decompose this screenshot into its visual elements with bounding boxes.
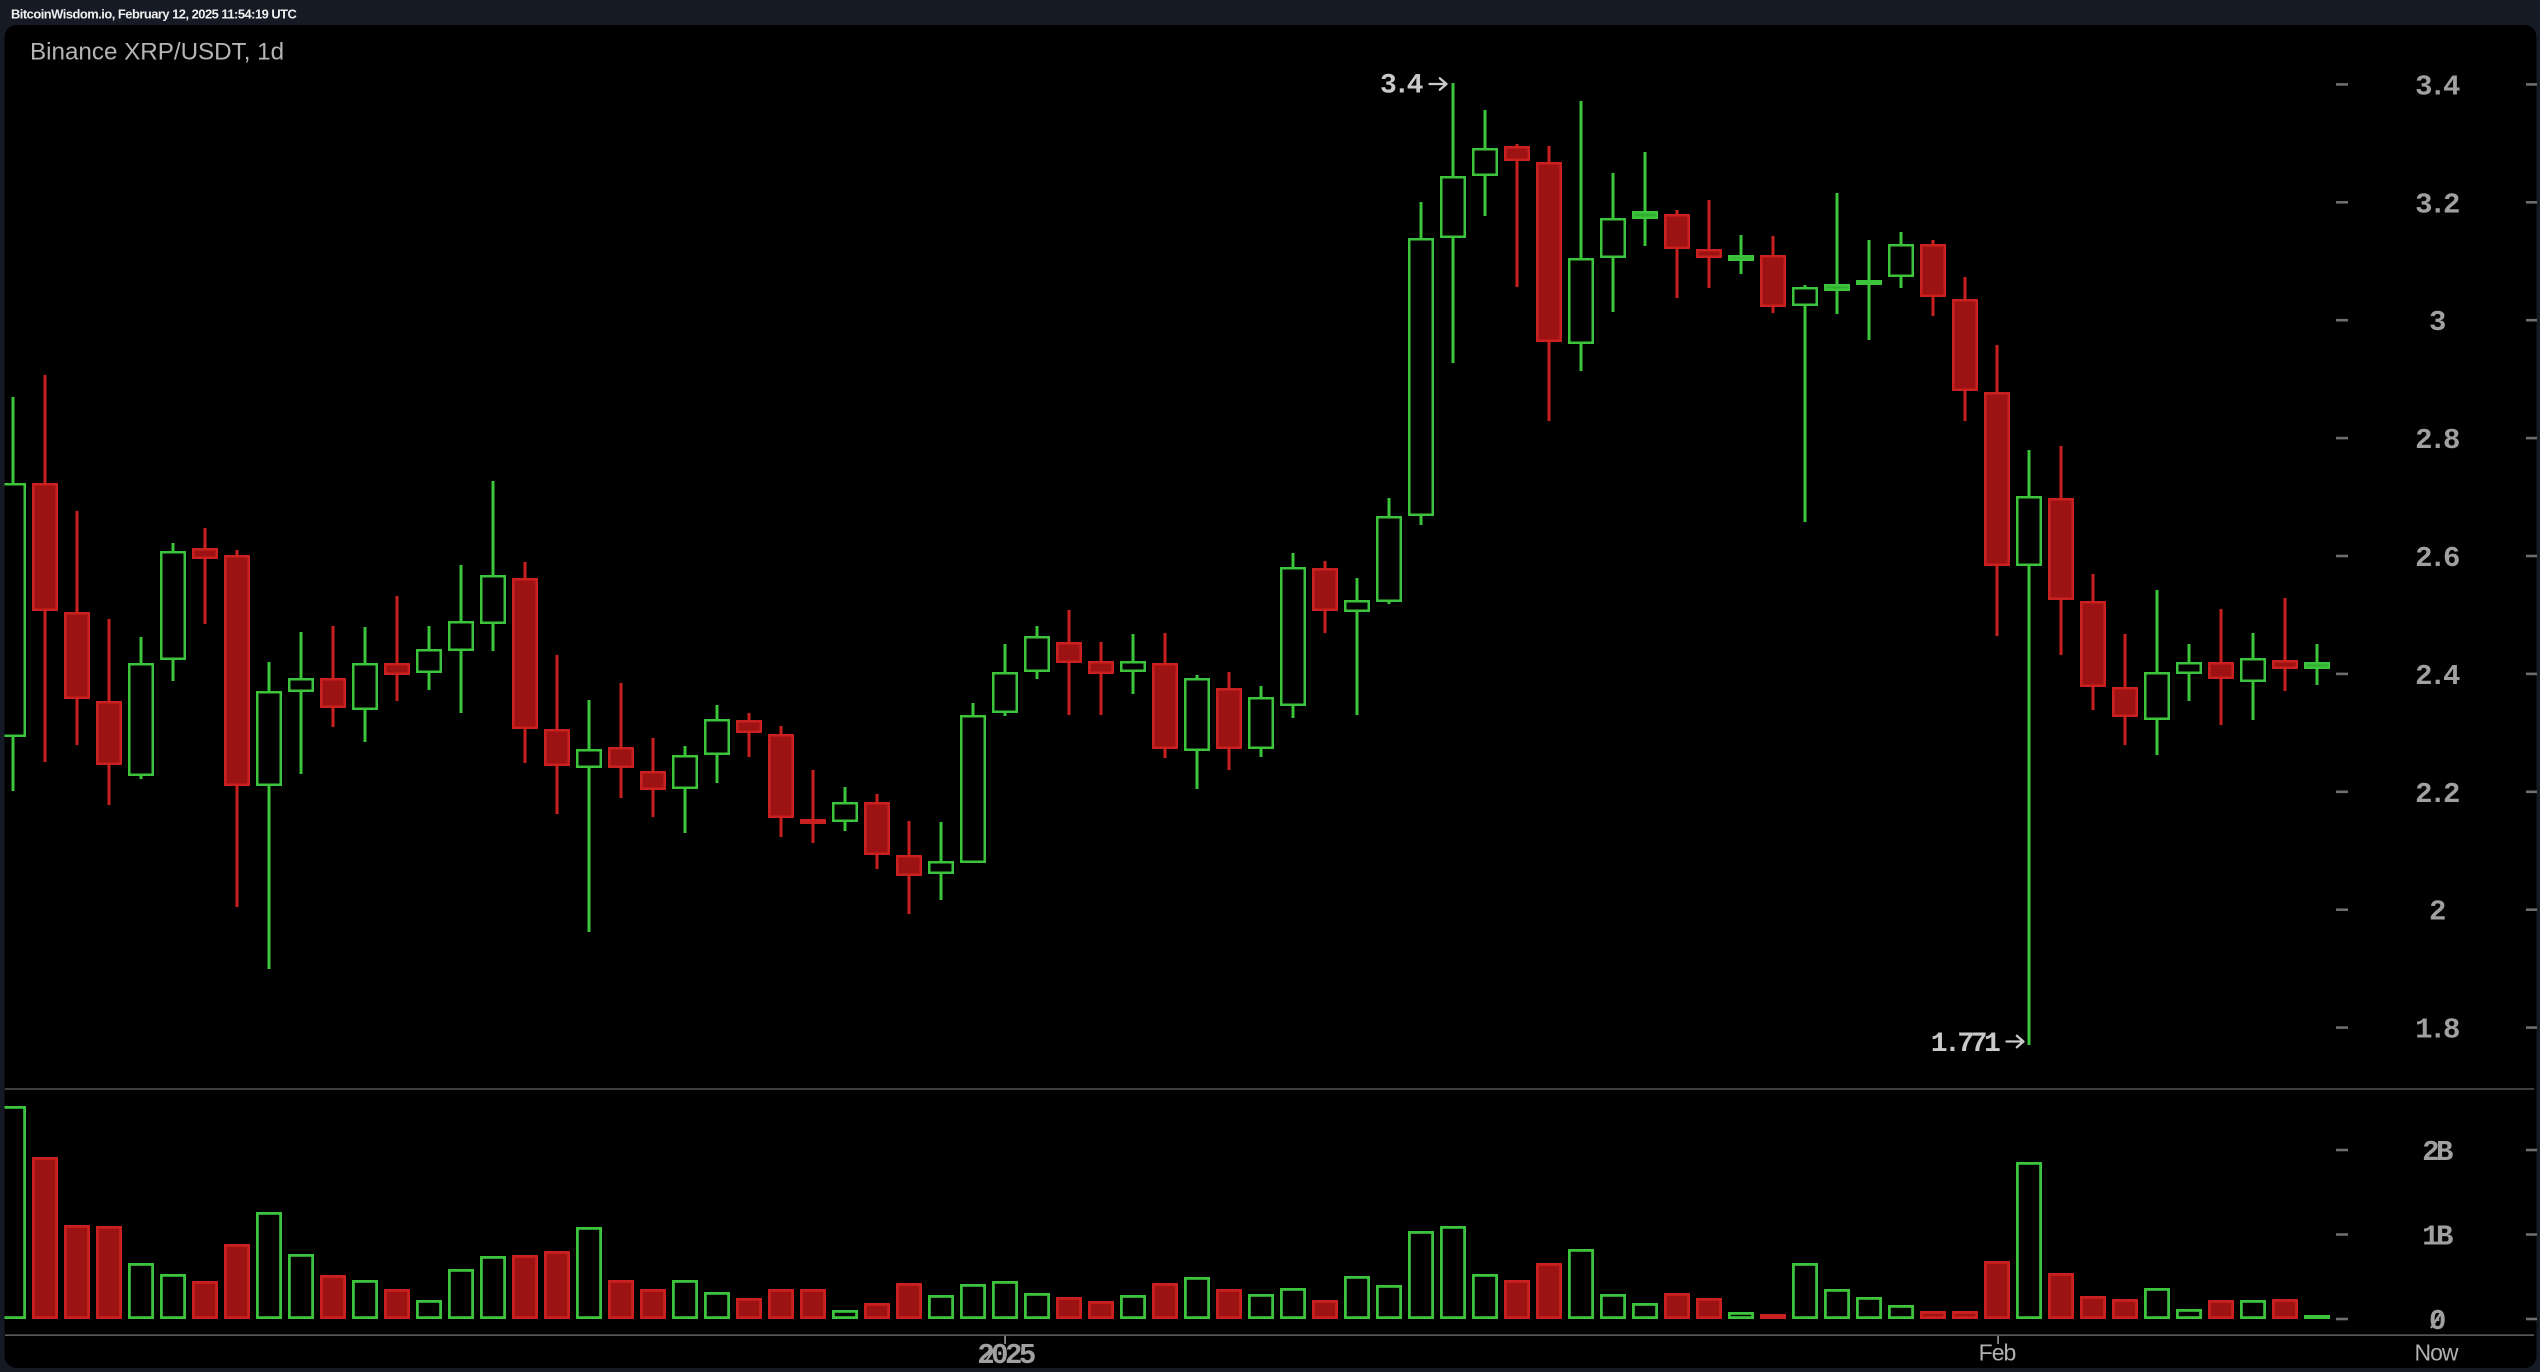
- svg-text:Feb: Feb: [1979, 1340, 2016, 1366]
- svg-text:Binance XRP/USDT, 1d: Binance XRP/USDT, 1d: [30, 39, 284, 66]
- svg-text:2.4: 2.4: [2415, 660, 2460, 693]
- svg-text:1B: 1B: [2422, 1221, 2453, 1254]
- svg-text:3: 3: [2429, 306, 2445, 339]
- svg-text:0: 0: [2429, 1305, 2445, 1338]
- svg-text:3.2: 3.2: [2415, 188, 2459, 221]
- svg-text:2.8: 2.8: [2415, 424, 2459, 457]
- svg-text:1.771: 1.771: [1931, 1029, 2000, 1060]
- svg-text:BitcoinWisdom.io, February 12,: BitcoinWisdom.io, February 12, 2025 11:5…: [11, 6, 297, 21]
- svg-text:2.6: 2.6: [2415, 542, 2459, 575]
- svg-text:2: 2: [2429, 896, 2445, 929]
- svg-text:1.8: 1.8: [2415, 1014, 2459, 1047]
- svg-text:2025: 2025: [977, 1339, 1035, 1372]
- svg-text:Now: Now: [2414, 1340, 2458, 1366]
- svg-text:2.2: 2.2: [2415, 778, 2459, 811]
- svg-text:2B: 2B: [2422, 1136, 2453, 1169]
- svg-text:3.4: 3.4: [1380, 71, 1423, 102]
- svg-text:3.4: 3.4: [2415, 70, 2460, 103]
